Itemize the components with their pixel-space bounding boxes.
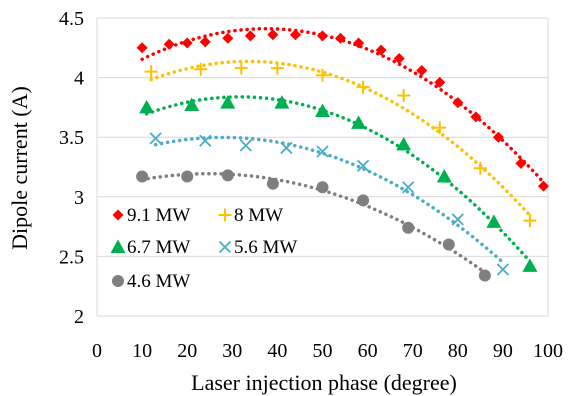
point-4-6-mw (136, 170, 149, 183)
point-9-1-mw (335, 32, 347, 44)
point-8-mw (397, 88, 411, 102)
point-9-1-mw (181, 37, 193, 49)
point-6-7-mw (274, 95, 290, 109)
trendline-6-7-mw (144, 95, 532, 264)
point-6-7-mw (351, 115, 367, 129)
point-5-6-mw (239, 139, 252, 152)
x-axis-title: Laser injection phase (degree) (191, 370, 457, 395)
point-6-7-mw (436, 169, 452, 183)
legend-label-8-mw: 8 MW (234, 205, 283, 226)
legend-marker-5-6-mw (218, 240, 232, 254)
trendline-8-mw (149, 59, 532, 218)
point-9-1-mw (163, 38, 175, 50)
point-9-1-mw (434, 76, 446, 88)
legend-marker-6-7-mw (110, 239, 126, 253)
point-8-mw (234, 61, 248, 75)
point-5-6-mw (496, 263, 510, 276)
y-tick-label: 2.5 (59, 246, 84, 268)
legend: 9.1 MW 8 MW 6.7 MW 5.6 MW 4.6 MW (110, 205, 297, 292)
point-8-mw (356, 80, 370, 94)
point-9-1-mw (136, 42, 148, 54)
legend-label-5-6-mw: 5.6 MW (234, 237, 297, 258)
point-5-6-mw (402, 181, 415, 194)
point-5-6-mw (451, 213, 464, 226)
point-8-mw (144, 65, 158, 79)
point-8-mw (194, 62, 208, 76)
y-tick-label: 2 (74, 306, 84, 328)
x-tick-label: 100 (533, 340, 563, 362)
point-9-1-mw (317, 30, 328, 42)
y-tick-label: 3.5 (59, 127, 84, 149)
y-tick-label: 3 (74, 187, 84, 209)
point-5-6-mw (280, 141, 293, 155)
point-4-6-mw (266, 177, 279, 190)
point-9-1-mw (199, 36, 211, 48)
point-6-7-mw (486, 214, 502, 228)
x-tick-label: 80 (448, 340, 468, 362)
point-9-1-mw (537, 180, 549, 192)
data-markers (136, 29, 549, 282)
point-5-6-mw (149, 132, 162, 145)
x-tick-label: 90 (493, 340, 513, 362)
point-6-7-mw (139, 99, 155, 114)
point-8-mw (316, 68, 329, 82)
legend-label-4-6-mw: 4.6 MW (127, 271, 190, 292)
point-5-6-mw (316, 145, 329, 158)
legend-label-9-1-mw: 9.1 MW (127, 205, 190, 226)
point-6-7-mw (522, 258, 538, 272)
point-4-6-mw (316, 181, 329, 194)
point-6-7-mw (220, 95, 236, 109)
x-tick-label: 60 (358, 340, 378, 362)
x-tick-label: 50 (313, 340, 333, 362)
point-9-1-mw (289, 29, 301, 41)
point-9-1-mw (452, 97, 464, 109)
point-8-mw (523, 214, 537, 228)
point-6-7-mw (184, 97, 200, 112)
point-8-mw (473, 161, 487, 175)
trendline-5-6-mw (153, 135, 505, 265)
y-tick-label: 4 (74, 68, 84, 90)
point-9-1-mw (353, 37, 365, 49)
point-5-6-mw (199, 134, 212, 147)
x-axis-ticks: 0 10 20 30 40 50 60 70 80 90 100 (92, 340, 563, 362)
point-5-6-mw (356, 159, 370, 172)
point-6-7-mw (315, 103, 330, 117)
legend-marker-4-6-mw (112, 275, 124, 287)
point-8-mw (433, 121, 447, 135)
x-tick-label: 20 (177, 340, 197, 362)
point-9-1-mw (515, 157, 527, 169)
point-6-7-mw (396, 136, 412, 151)
legend-marker-8-mw (218, 208, 232, 222)
x-tick-label: 30 (222, 340, 242, 362)
point-8-mw (270, 61, 284, 75)
trendline-4-6-mw (140, 171, 487, 275)
point-4-6-mw (442, 238, 455, 251)
y-axis-title: Dipole current (A) (7, 86, 32, 250)
point-9-1-mw (492, 131, 504, 143)
point-9-1-mw (267, 29, 279, 41)
legend-label-6-7-mw: 6.7 MW (127, 237, 190, 258)
trendlines (140, 26, 546, 275)
point-4-6-mw (181, 170, 194, 183)
point-4-6-mw (478, 269, 491, 282)
point-4-6-mw (402, 221, 415, 234)
x-tick-label: 40 (267, 340, 287, 362)
point-9-1-mw (375, 44, 387, 56)
legend-marker-9-1-mw (112, 209, 124, 221)
point-9-1-mw (222, 32, 234, 44)
x-tick-label: 0 (92, 340, 102, 362)
x-tick-label: 10 (132, 340, 152, 362)
point-9-1-mw (470, 111, 482, 123)
y-tick-label: 4.5 (59, 8, 84, 30)
point-9-1-mw (393, 53, 405, 65)
point-4-6-mw (357, 194, 370, 207)
point-9-1-mw (244, 30, 256, 42)
x-tick-label: 70 (403, 340, 423, 362)
y-axis-ticks: 2 2.5 3 3.5 4 4.5 (59, 8, 84, 328)
point-4-6-mw (221, 169, 234, 182)
point-9-1-mw (416, 64, 428, 76)
